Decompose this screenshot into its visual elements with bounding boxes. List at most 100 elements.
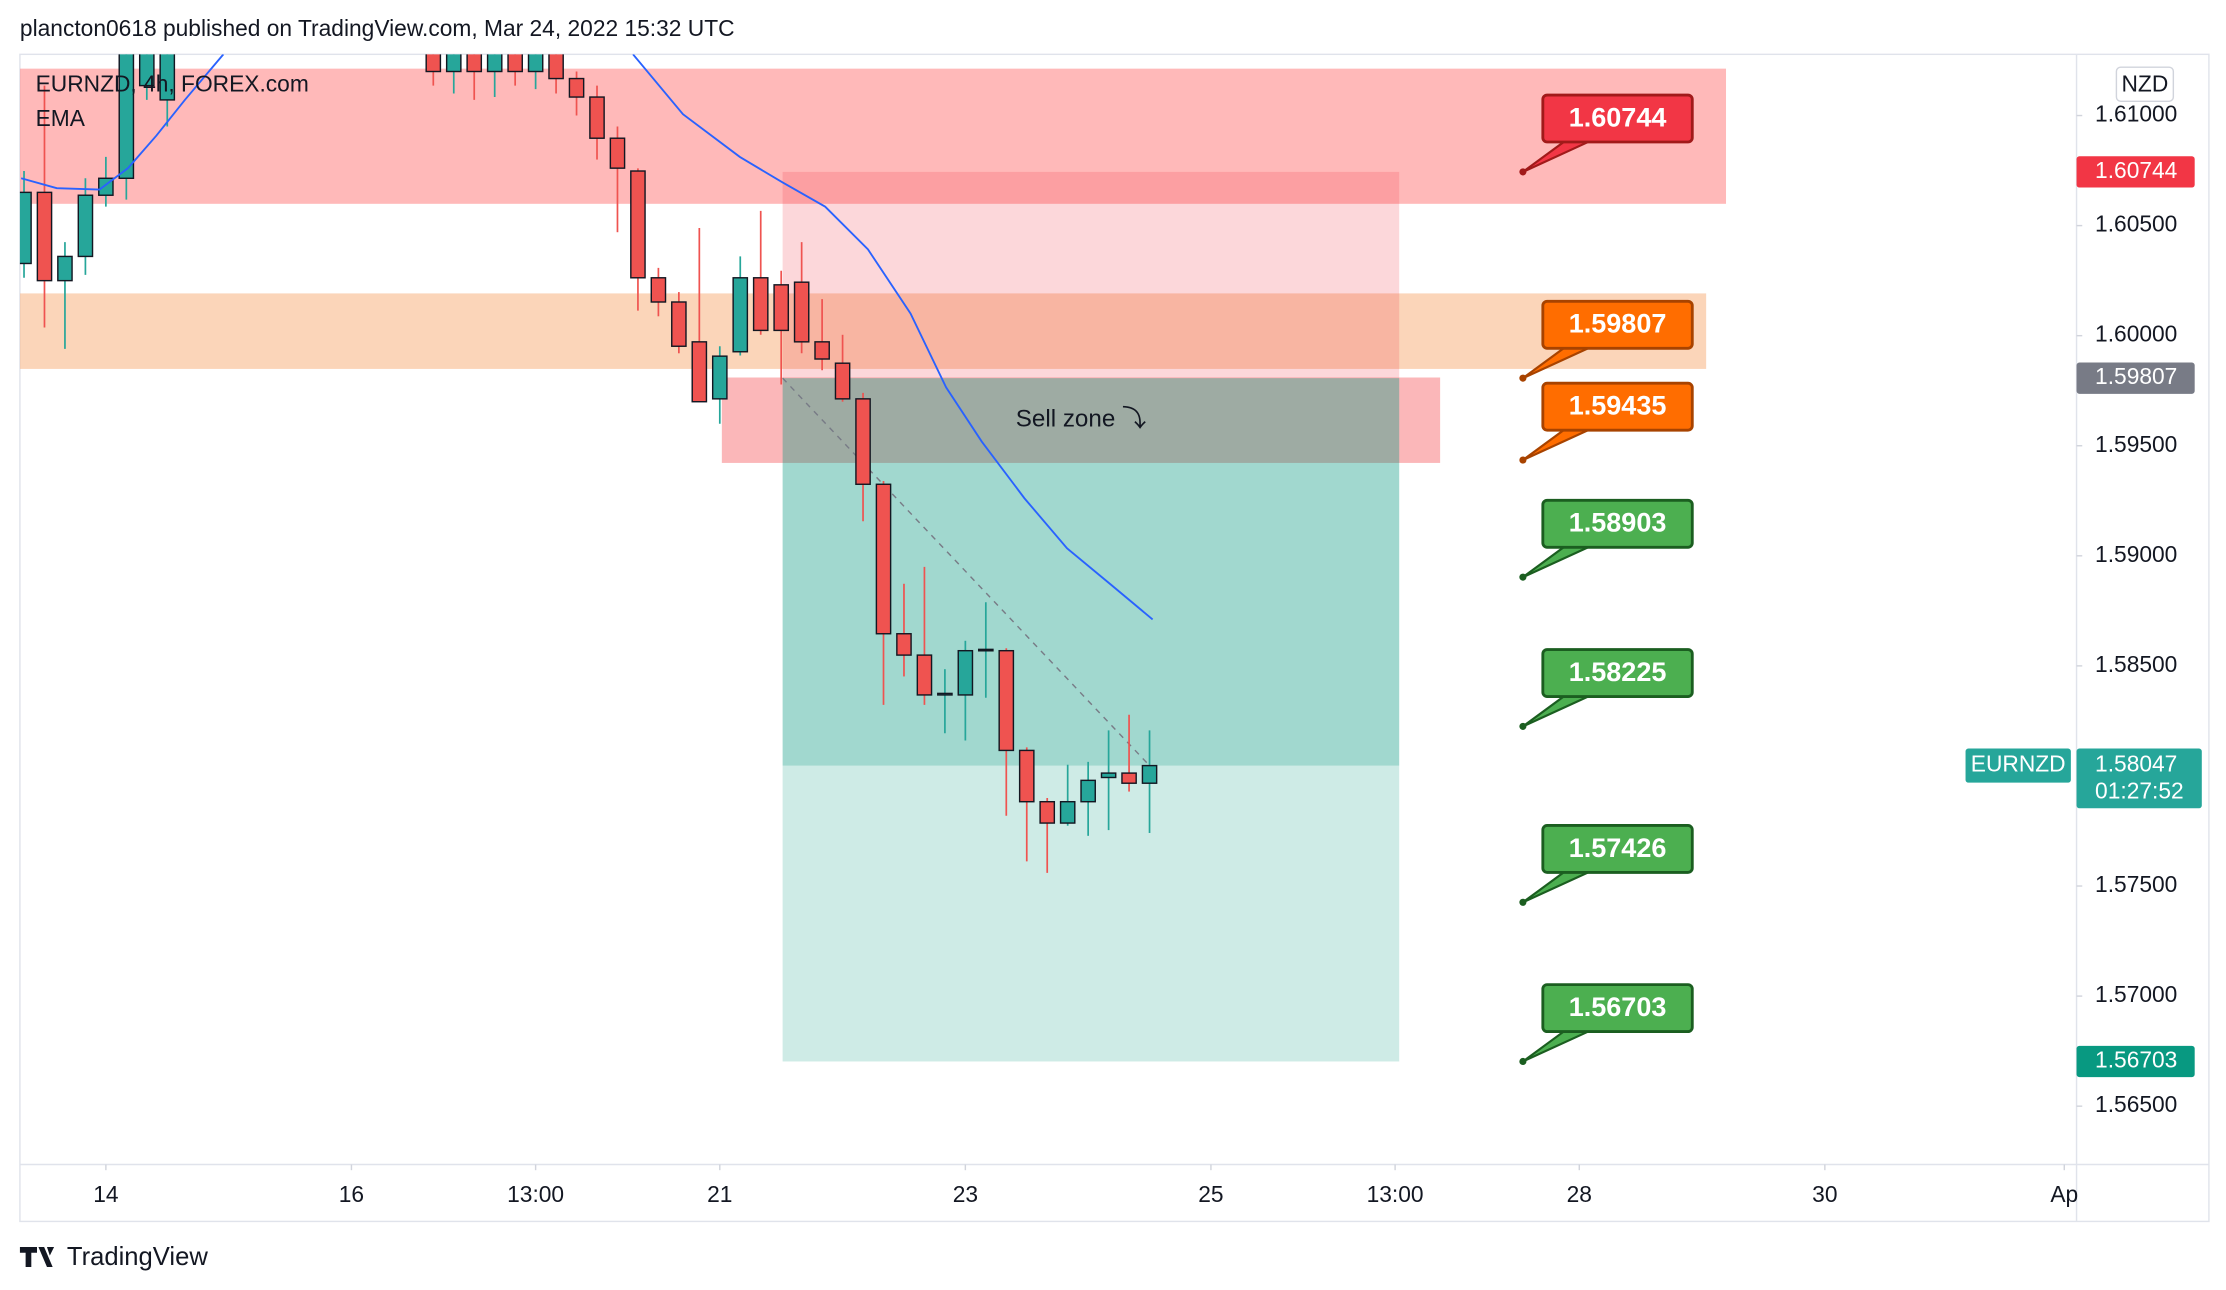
chart-frame <box>19 53 2210 1223</box>
candle-body <box>732 277 749 353</box>
candle-body <box>814 341 830 360</box>
stop-area <box>782 171 1400 379</box>
callout-box <box>1541 93 1694 144</box>
price-tag-label: 1.59807 <box>2095 363 2177 389</box>
callout-box <box>1541 648 1694 698</box>
profit-area <box>782 765 1400 1062</box>
price-tag <box>2076 1045 2195 1078</box>
candle-body <box>630 170 646 279</box>
candle-body <box>773 284 790 332</box>
candle-body <box>118 54 135 179</box>
x-tick-label: 25 <box>1198 1181 1223 1207</box>
y-tick-label: 1.60000 <box>2095 321 2177 347</box>
callout-label: 1.58225 <box>1569 657 1667 687</box>
candle-body <box>1059 800 1076 824</box>
candle-body <box>1121 772 1137 784</box>
candle-body <box>548 54 564 80</box>
callout-box <box>1541 824 1694 874</box>
candle-body <box>957 649 974 696</box>
candle-body <box>57 255 73 282</box>
callout-box <box>1541 299 1694 350</box>
brand: TradingView <box>67 1243 208 1271</box>
candle-body <box>1080 779 1096 803</box>
price-tag <box>2076 362 2195 394</box>
candle-body <box>896 633 912 656</box>
symbol-tag <box>1965 748 2071 783</box>
y-tick-label: 1.56500 <box>2095 1091 2177 1117</box>
candle-body <box>1100 772 1117 779</box>
candle-body <box>445 54 462 73</box>
callout-box <box>1541 498 1694 549</box>
price-tag-label: 1.56703 <box>2095 1046 2177 1072</box>
brand-logo <box>19 1247 55 1267</box>
callout-anchor <box>1519 722 1527 730</box>
profit-area-filled <box>782 378 1400 766</box>
candle-body <box>527 54 544 73</box>
candle-body <box>609 137 626 169</box>
candle-body <box>36 191 53 282</box>
countdown: 01:27:52 <box>2095 778 2184 804</box>
candle-body <box>977 648 994 652</box>
candle-body <box>425 54 442 73</box>
last-price: 1.58047 <box>2095 751 2177 777</box>
candle-body <box>507 54 523 73</box>
currency-box <box>2115 66 2175 103</box>
zone <box>19 68 1727 204</box>
header: plancton0618 published on TradingView.co… <box>20 15 735 41</box>
candle-body <box>834 362 851 400</box>
price-tag <box>2076 156 2195 188</box>
zone-label: Sell zone ⤵ <box>1016 406 1146 433</box>
candle-body <box>752 277 769 332</box>
y-tick-label: 1.59000 <box>2095 541 2177 567</box>
candle-body <box>916 654 933 696</box>
last-price-tag <box>2076 748 2202 809</box>
plot-area: Sell zone ⤵ <box>19 54 1727 1062</box>
callout-box <box>1541 381 1694 432</box>
zone <box>19 293 1707 369</box>
x-tick-label: 16 <box>339 1181 364 1207</box>
x-tick-label: 28 <box>1567 1181 1592 1207</box>
y-tick-label: 1.57500 <box>2095 871 2177 897</box>
y-tick-label: 1.61000 <box>2095 101 2177 127</box>
candle-body <box>159 54 176 101</box>
callout-anchor <box>1519 456 1527 464</box>
x-tick-label: 13:00 <box>1367 1181 1424 1207</box>
candle-body <box>1039 800 1056 824</box>
currency: NZD <box>2121 71 2168 97</box>
callout-anchor <box>1519 374 1527 382</box>
candle-body <box>486 54 503 73</box>
callout-label: 1.56703 <box>1569 992 1667 1022</box>
x-tick-label: 30 <box>1812 1181 1837 1207</box>
candle-body <box>671 301 687 347</box>
callout-label: 1.60744 <box>1569 102 1667 132</box>
x-tick-label: 23 <box>953 1181 978 1207</box>
candle-body <box>711 355 728 400</box>
y-tick-label: 1.58500 <box>2095 651 2177 677</box>
callout-label: 1.57426 <box>1569 833 1667 863</box>
callout-label: 1.59807 <box>1569 309 1667 339</box>
x-tick-label: Ap <box>2050 1181 2078 1207</box>
callout-label: 1.58903 <box>1569 508 1667 538</box>
candle-body <box>77 194 94 258</box>
candle-body <box>855 398 871 485</box>
x-tick-label: 21 <box>707 1181 732 1207</box>
ema-line <box>20 54 1154 621</box>
x-tick-label: 13:00 <box>507 1181 564 1207</box>
callout-anchor <box>1519 168 1527 176</box>
candle-body <box>875 483 892 635</box>
candle-body <box>1018 749 1035 803</box>
x-tick-label: 14 <box>93 1181 118 1207</box>
callout-box <box>1541 983 1694 1034</box>
symbol-tag-label: EURNZD <box>1971 751 2066 777</box>
candle-body <box>650 277 667 303</box>
candle-body <box>691 341 708 403</box>
symbol-legend: EURNZD, 4h, FOREX.com <box>36 71 309 97</box>
ema-legend: EMA <box>36 105 86 131</box>
candle-body <box>466 54 483 73</box>
y-tick-label: 1.60500 <box>2095 211 2177 237</box>
price-tag-label: 1.60744 <box>2095 157 2177 183</box>
entry-to-price-line <box>782 377 1151 767</box>
candle-body <box>589 96 605 139</box>
